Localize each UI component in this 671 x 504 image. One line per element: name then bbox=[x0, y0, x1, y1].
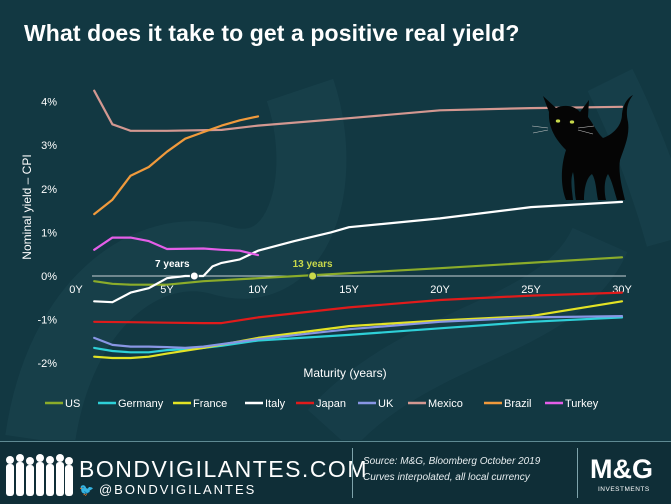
legend-label: Japan bbox=[316, 398, 346, 410]
background-swirl bbox=[0, 0, 671, 440]
legend-label: UK bbox=[378, 398, 394, 410]
legend-item-brazil[interactable]: Brazil bbox=[484, 398, 532, 410]
chart: 4% 3% 2% 1% 0% -1% -2% 0Y 5Y 10Y 15Y 20Y 25Y 30Y 7 y… bbox=[20, 89, 633, 410]
legend-label: Brazil bbox=[504, 398, 532, 410]
brand-name[interactable]: BONDVIGILANTES.COM bbox=[79, 456, 368, 482]
y-axis-label: Nominal yield – CPI bbox=[20, 154, 34, 259]
legend-item-france[interactable]: France bbox=[173, 398, 227, 410]
legend-item-italy[interactable]: Italy bbox=[245, 398, 286, 410]
x-tick-label: 5Y bbox=[160, 284, 174, 296]
mg-logo-subtitle: INVESTMENTS bbox=[598, 486, 650, 493]
source-line-1: Source: M&G, Bloomberg October 2019 bbox=[363, 456, 541, 467]
legend-label: Mexico bbox=[428, 398, 463, 410]
series-line-france bbox=[93, 300, 624, 360]
legend-label: Germany bbox=[118, 398, 164, 410]
twitter-handle: @BONDVIGILANTES bbox=[98, 482, 257, 497]
x-tick-label: 25Y bbox=[521, 284, 541, 296]
footer-divider-2 bbox=[577, 448, 578, 498]
annotation-marker bbox=[189, 271, 199, 281]
y-tick-label: -2% bbox=[37, 358, 57, 370]
footer-bar: BONDVIGILANTES.COM 🐦 @BONDVIGILANTES Sour… bbox=[0, 441, 671, 504]
y-tick-label: 4% bbox=[41, 97, 57, 109]
legend-item-us[interactable]: US bbox=[45, 398, 80, 410]
series-line-turkey bbox=[93, 236, 260, 257]
y-tick-label: -1% bbox=[37, 315, 57, 327]
annotation-label: 13 years bbox=[293, 259, 333, 270]
chart-title: What does it take to get a positive real… bbox=[24, 20, 520, 46]
x-tick-label: 0Y bbox=[69, 284, 83, 296]
x-tick-label: 15Y bbox=[339, 284, 359, 296]
legend-item-germany[interactable]: Germany bbox=[98, 398, 164, 410]
x-tick-label: 10Y bbox=[248, 284, 268, 296]
y-tick-label: 0% bbox=[41, 271, 57, 283]
black-cat-illustration bbox=[531, 95, 633, 200]
x-tick-label: 30Y bbox=[612, 284, 632, 296]
footer-divider bbox=[352, 448, 353, 498]
annotation-marker bbox=[308, 271, 318, 281]
legend-item-japan[interactable]: Japan bbox=[296, 398, 346, 410]
legend-label: France bbox=[193, 398, 227, 410]
series-line-brazil bbox=[93, 115, 260, 216]
y-tick-label: 3% bbox=[41, 140, 57, 152]
mg-logo: M&G bbox=[590, 454, 653, 484]
x-tick-label: 20Y bbox=[430, 284, 450, 296]
crowd-silhouette-icon bbox=[6, 454, 73, 496]
legend-label: US bbox=[65, 398, 80, 410]
series-line-mexico bbox=[93, 89, 624, 132]
x-axis-label: Maturity (years) bbox=[303, 366, 386, 380]
brand-handle[interactable]: 🐦 @BONDVIGILANTES bbox=[79, 482, 256, 497]
series-line-us bbox=[93, 256, 624, 286]
series-line-uk bbox=[93, 315, 624, 349]
legend-label: Italy bbox=[265, 398, 286, 410]
annotation-label: 7 years bbox=[155, 259, 190, 270]
twitter-bird-icon: 🐦 bbox=[79, 483, 96, 497]
legend-item-mexico[interactable]: Mexico bbox=[408, 398, 463, 410]
y-tick-label: 1% bbox=[41, 227, 57, 239]
source-note: Source: M&G, Bloomberg October 2019 Curv… bbox=[363, 454, 540, 486]
series-line-italy bbox=[93, 200, 624, 304]
source-line-2: Curves interpolated, all local currency bbox=[363, 472, 530, 483]
legend-item-uk[interactable]: UK bbox=[358, 398, 394, 410]
series-line-japan bbox=[93, 291, 624, 325]
legend-item-turkey[interactable]: Turkey bbox=[545, 398, 599, 410]
y-tick-label: 2% bbox=[41, 184, 57, 196]
legend-label: Turkey bbox=[565, 398, 599, 410]
